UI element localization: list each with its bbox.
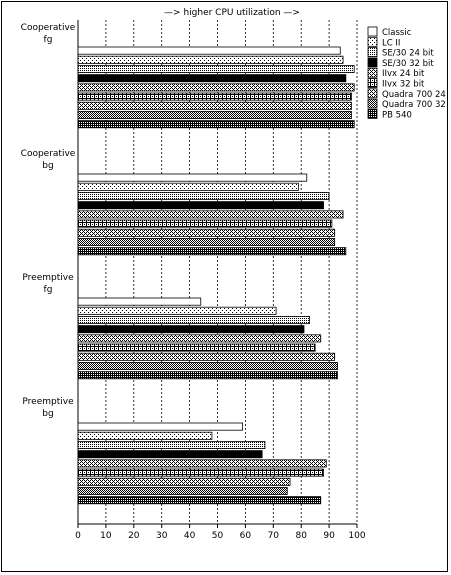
category-label: fg (44, 35, 53, 45)
bar-4-1 (77, 422, 244, 431)
bars (77, 46, 355, 505)
bar-4-5 (77, 459, 327, 468)
x-tick-label: 30 (156, 531, 168, 541)
bar-1-6 (77, 92, 352, 101)
legend-swatch (367, 88, 378, 99)
bar-3-7 (77, 352, 336, 361)
legend-swatch (367, 67, 378, 78)
bar-4-6 (77, 468, 324, 477)
bar-3-4 (77, 325, 305, 334)
category-label: bg (42, 161, 53, 171)
bar-1-9 (77, 120, 355, 129)
category-label: bg (42, 409, 53, 419)
legend-label: IIvx 32 bit (382, 80, 425, 90)
bar-2-3 (77, 191, 330, 200)
legend-swatch (367, 98, 378, 109)
category-label: Cooperative (21, 149, 76, 159)
legend-label: Classic (382, 28, 412, 38)
legend-swatch (367, 57, 378, 68)
bar-1-5 (77, 83, 355, 92)
bar-1-8 (77, 111, 352, 120)
bar-2-7 (77, 228, 336, 237)
x-tick-label: 100 (348, 531, 365, 541)
legend-label: Quadra 700 24 b (382, 90, 449, 100)
category-label: Cooperative (21, 23, 76, 33)
legend-label: IIvx 24 bit (382, 69, 425, 79)
bar-1-1 (77, 46, 341, 55)
x-tick-label: 40 (184, 531, 196, 541)
x-tick-label: 10 (100, 531, 112, 541)
bar-4-8 (77, 486, 288, 495)
x-tick-label: 50 (212, 531, 224, 541)
x-tick-label: 0 (75, 531, 81, 541)
bar-2-1 (77, 173, 308, 182)
category-label: fg (44, 285, 53, 295)
bar-4-9 (77, 496, 322, 505)
bar-3-3 (77, 315, 310, 324)
category-labels: Cooperative fg Cooperative bg Preemptive fg Pr… (21, 23, 76, 419)
x-axis-ticks: 0 10 20 30 40 50 60 70 80 90 100 (75, 524, 366, 541)
category-label: Preemptive (22, 397, 74, 407)
bar-2-2 (77, 182, 299, 191)
bar-2-8 (77, 237, 336, 246)
bar-4-2 (77, 431, 213, 440)
legend-swatch (367, 47, 378, 57)
bar-1-3 (77, 65, 355, 74)
bar-4-3 (77, 440, 266, 449)
legend-label: LC II (382, 38, 400, 48)
legend-swatch (367, 26, 378, 37)
legend-label: SE/30 32 bit (382, 59, 434, 69)
legend-swatch (367, 36, 378, 47)
legend-label: PB 540 (382, 110, 412, 120)
bar-2-9 (77, 247, 347, 256)
bar-3-6 (77, 343, 316, 352)
chart-title: —> higher CPU utilization —> (164, 8, 300, 18)
bar-3-2 (77, 306, 277, 315)
bar-2-5 (77, 210, 344, 219)
x-tick-label: 20 (128, 531, 140, 541)
legend-label: SE/30 24 bit (382, 49, 434, 59)
bar-1-4 (77, 74, 347, 83)
bar-3-8 (77, 361, 338, 370)
bar-2-4 (77, 201, 324, 210)
legend-swatch (367, 78, 378, 88)
x-tick-label: 70 (268, 531, 280, 541)
bar-3-9 (77, 371, 338, 380)
bar-2-6 (77, 219, 333, 228)
bar-1-7 (77, 101, 352, 110)
x-tick-label: 60 (240, 531, 252, 541)
bar-3-1 (77, 297, 202, 306)
x-tick-label: 80 (295, 531, 307, 541)
bar-4-4 (77, 450, 263, 459)
category-label: Preemptive (22, 273, 74, 283)
legend-swatch (367, 109, 378, 119)
legend-label: Quadra 700 32 b (382, 100, 449, 110)
bar-4-7 (77, 477, 291, 486)
bar-1-2 (77, 55, 344, 64)
x-tick-label: 90 (323, 531, 335, 541)
bar-3-5 (77, 334, 322, 343)
